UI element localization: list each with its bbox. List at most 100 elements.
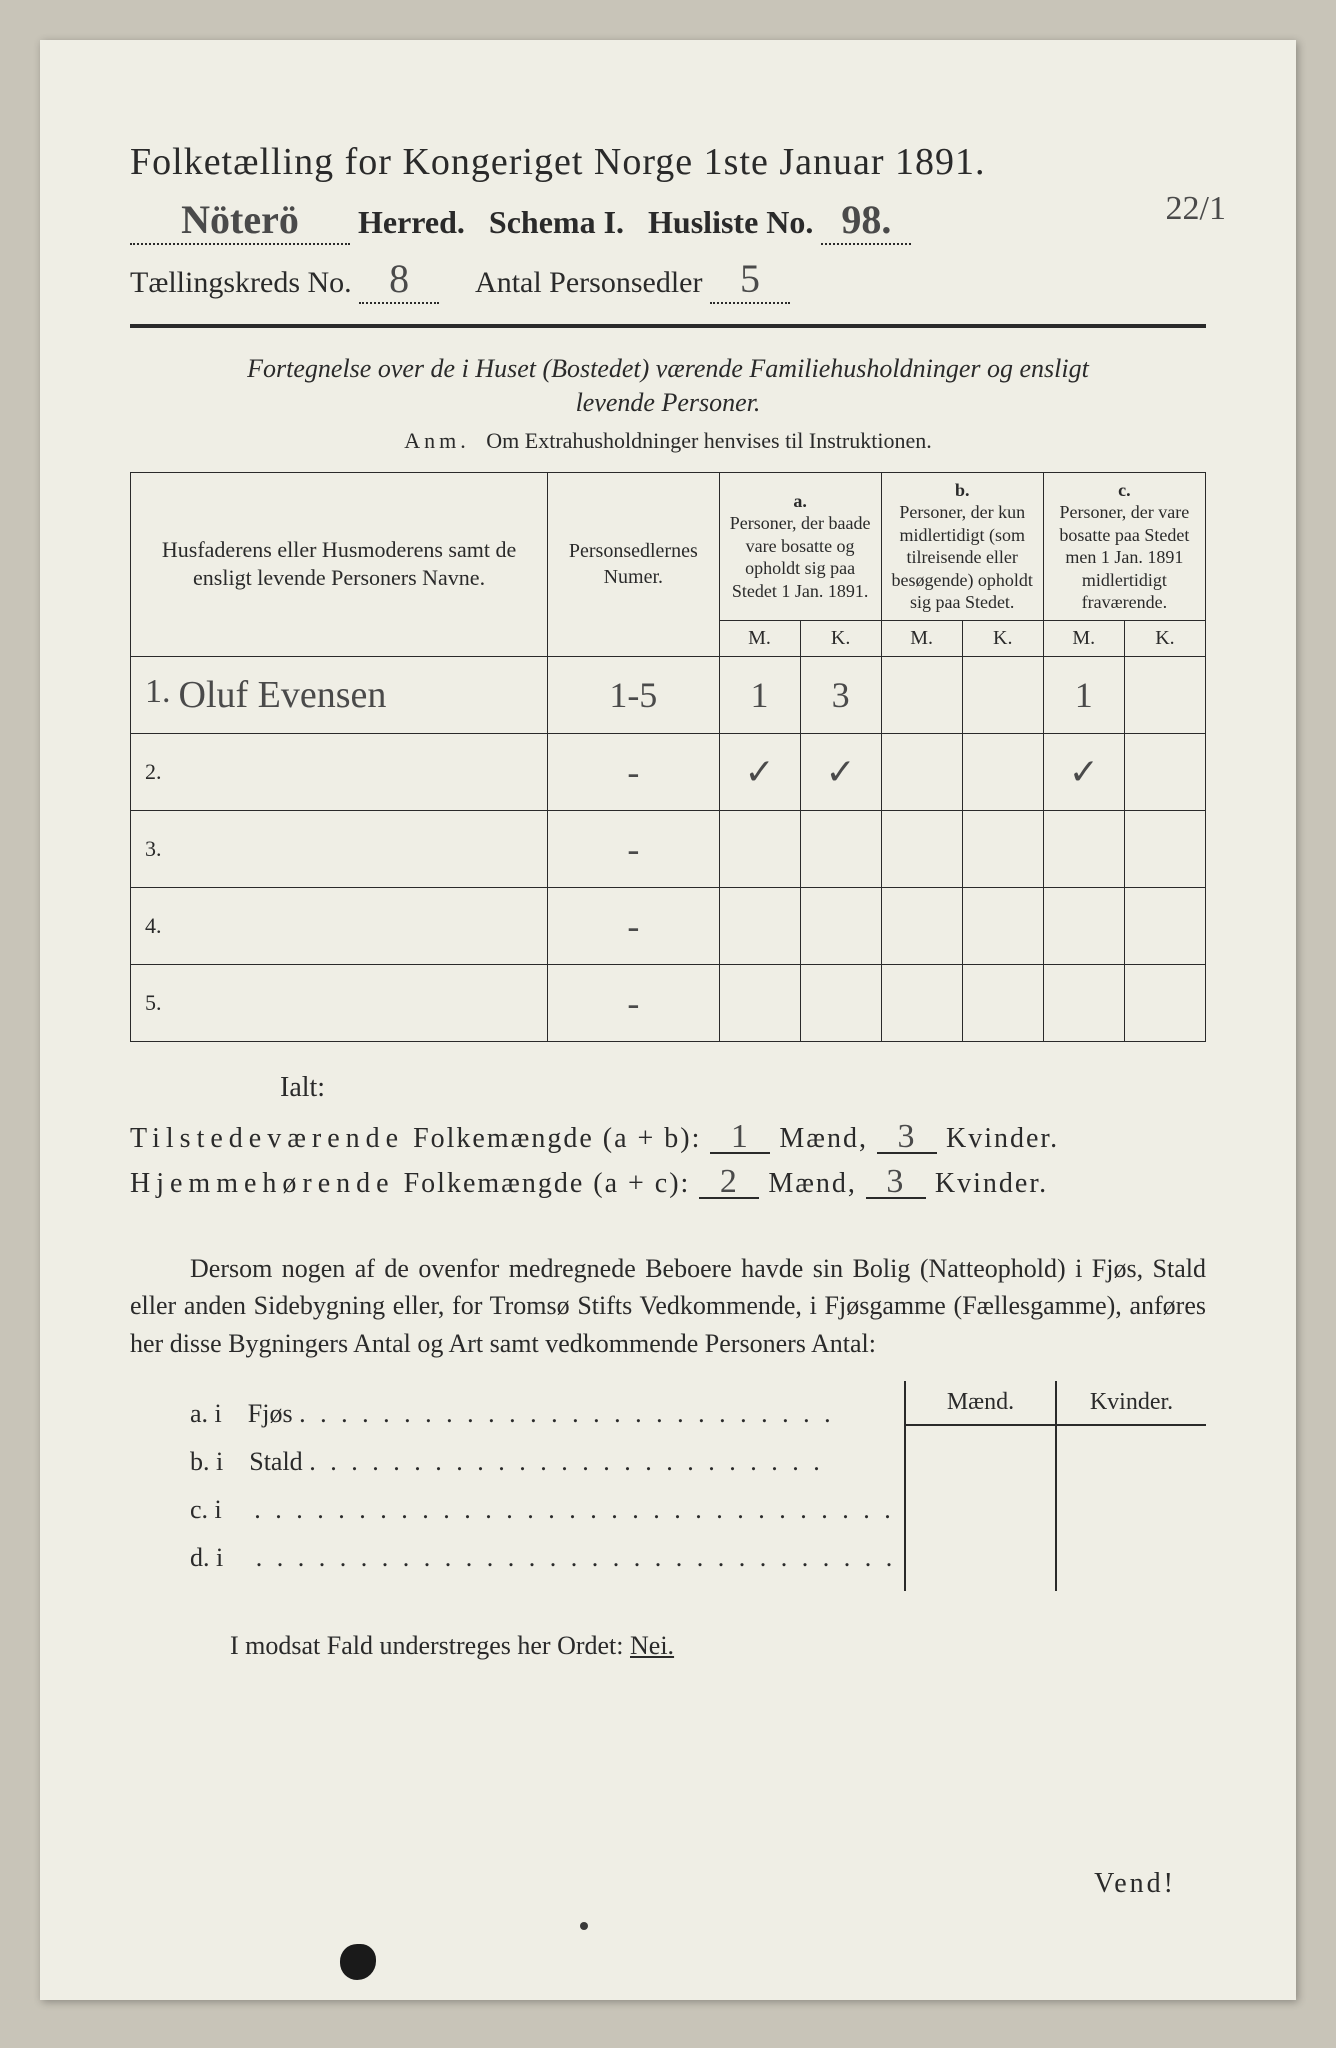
tot2-b: Folkemængde (a + c): [404,1168,691,1199]
lower-col-maend [906,1426,1057,1591]
table-row: 4.- [131,887,1206,964]
row-b-m [881,887,962,964]
nei-word: Nei. [630,1631,674,1660]
col-c-text: Personer, der vare bosatte paa Stedet me… [1059,502,1189,612]
lower-row-label: b. i [190,1447,223,1476]
tot1-a: Tilstedeværende [130,1123,404,1154]
header-line-2: Nöterö Herred. Schema I. Husliste No. 98… [130,196,1206,245]
row-b-m [881,964,962,1041]
col-c-m: M. [1043,620,1124,656]
page-title: Folketælling for Kongeriget Norge 1ste J… [130,140,1206,184]
lower-row-label: c. i [190,1495,222,1524]
lower-col-kvinder [1057,1426,1206,1591]
col-c-k: K. [1124,620,1205,656]
row-c-k [1124,887,1205,964]
anm-text: Om Extrahusholdninger henvises til Instr… [486,428,931,453]
row-b-k [962,810,1043,887]
row-c-k [1124,733,1205,810]
col-head-b: b. Personer, der kun midlertidigt (som t… [881,472,1043,620]
col-b-m: M. [881,620,962,656]
husliste-value: 98. [821,196,911,245]
row-a-m [719,887,800,964]
row-num: 1-5 [548,656,719,733]
row-name: 4. [131,887,548,964]
totals-line-1: Tilstedeværende Folkemængde (a + b): 1 M… [130,1122,1206,1155]
table-row: 1.Oluf Evensen1-5131 [131,656,1206,733]
ink-spot [580,1922,588,1930]
nei-text: I modsat Fald understreges her Ordet: [230,1631,624,1660]
lower-row: c. i . . . . . . . . . . . . . . . . . .… [130,1495,904,1525]
col-head-names: Husfaderens eller Husmoderens samt de en… [131,472,548,656]
vend-label: Vend! [1094,1868,1176,1900]
row-a-m: ✓ [719,733,800,810]
col-a-k: K. [800,620,881,656]
col-head-a: a. Personer, der baade vare bosatte og o… [719,472,881,620]
row-b-k [962,964,1043,1041]
row-c-k [1124,656,1205,733]
herred-value: Nöterö [130,196,350,245]
tot1-m: 1 [710,1122,770,1155]
row-a-k: 3 [800,656,881,733]
col-b-k: K. [962,620,1043,656]
table-row: 3.- [131,810,1206,887]
lower-row-dots: . . . . . . . . . . . . . . . . . . . . … [254,1495,895,1524]
table-row: 5.- [131,964,1206,1041]
husliste-label: Husliste No. [648,204,813,240]
tot1-maend: Mænd, [779,1123,868,1154]
lower-row-dots: . . . . . . . . . . . . . . . . . . . . … [299,1399,835,1428]
row-num: - [548,964,719,1041]
row-c-m [1043,810,1124,887]
col-a-label: a. [793,491,807,511]
lower-section: a. i Fjøs . . . . . . . . . . . . . . . … [130,1381,1206,1591]
anm-line: Anm. Om Extrahusholdninger henvises til … [130,428,1206,454]
nei-line: I modsat Fald understreges her Ordet: Ne… [130,1631,1206,1661]
row-c-m [1043,964,1124,1041]
col-c-label: c. [1118,480,1131,500]
herred-label: Herred. [358,204,465,240]
subtitle-line-1: Fortegnelse over de i Huset (Bostedet) v… [247,354,1089,383]
row-name: 5. [131,964,548,1041]
row-a-m [719,810,800,887]
tot2-maend: Mænd, [768,1168,857,1199]
ialt-label: Ialt: [280,1072,1206,1104]
col-head-names-text: Husfaderens eller Husmoderens samt de en… [162,537,516,591]
instruction-paragraph: Dersom nogen af de ovenfor medregnede Be… [130,1250,1206,1363]
row-name: 2. [131,733,548,810]
lower-head-kvinder: Kvinder. [1057,1381,1206,1424]
lower-row-text: Fjøs [248,1399,293,1428]
col-a-text: Personer, der baade vare bosatte og opho… [730,513,871,601]
row-b-k [962,656,1043,733]
kreds-value: 8 [359,255,439,304]
lower-left: a. i Fjøs . . . . . . . . . . . . . . . … [130,1381,904,1591]
lower-row-dots: . . . . . . . . . . . . . . . . . . . . … [256,1543,897,1572]
lower-row-label: d. i [190,1543,223,1572]
row-c-k [1124,964,1205,1041]
row-b-m [881,733,962,810]
subtitle-line-2: levende Personer. [576,388,761,417]
row-name: 1.Oluf Evensen [131,656,548,733]
row-num: - [548,810,719,887]
subtitle: Fortegnelse over de i Huset (Bostedet) v… [130,352,1206,420]
tot1-kvinder: Kvinder. [946,1123,1059,1154]
row-b-k [962,733,1043,810]
rule-1 [130,324,1206,328]
row-a-m [719,964,800,1041]
lower-right-table: Mænd. Kvinder. [904,1381,1206,1591]
row-c-m: 1 [1043,656,1124,733]
lower-row: d. i . . . . . . . . . . . . . . . . . .… [130,1543,904,1573]
col-head-num: Personsedlernes Numer. [548,472,719,656]
tot2-m: 2 [699,1167,759,1200]
row-b-k [962,887,1043,964]
schema-label: Schema I. [489,204,624,240]
row-a-k: ✓ [800,733,881,810]
col-b-label: b. [955,480,970,500]
row-b-m [881,656,962,733]
lower-row-label: a. i [190,1399,222,1428]
lower-row: a. i Fjøs . . . . . . . . . . . . . . . … [130,1399,904,1429]
col-a-m: M. [719,620,800,656]
tot2-a: Hjemmehørende [130,1168,395,1199]
row-c-m: ✓ [1043,733,1124,810]
row-num: - [548,733,719,810]
totals-line-2: Hjemmehørende Folkemængde (a + c): 2 Mæn… [130,1167,1206,1200]
row-a-k [800,887,881,964]
